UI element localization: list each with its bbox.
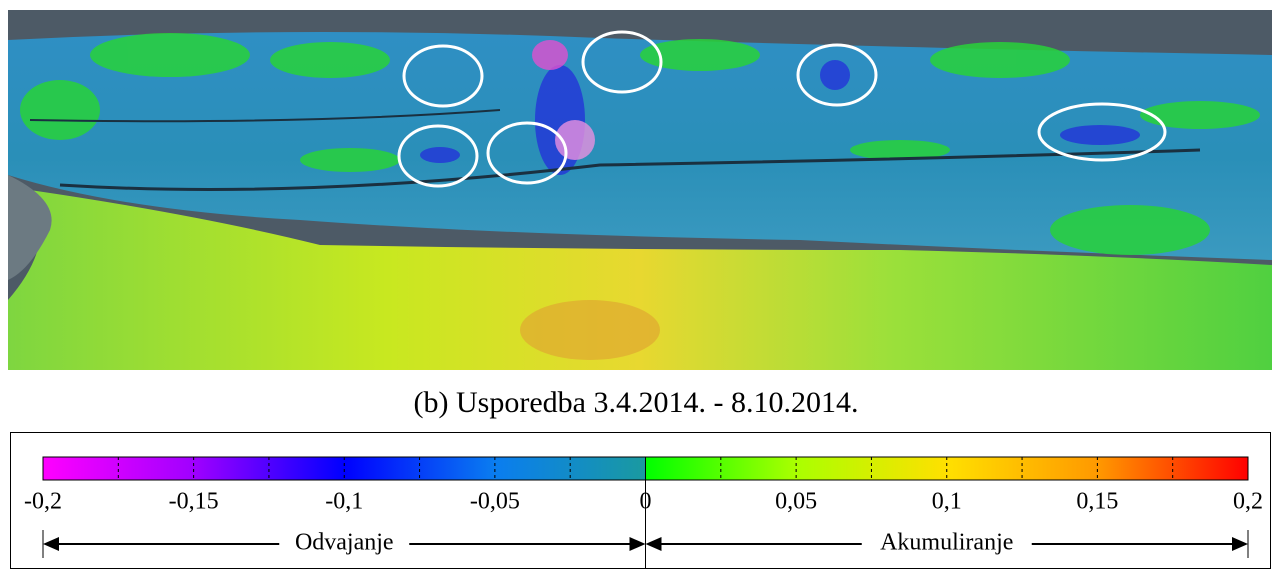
caption: (b) Usporedba 3.4.2014. - 8.10.2014.: [414, 386, 859, 419]
arrow-head: [645, 537, 662, 551]
tick-label: -0,15: [169, 489, 219, 515]
tick-label: 0,2: [1233, 489, 1263, 515]
tick-label: 0,15: [1076, 489, 1118, 515]
tick-label: 0,1: [932, 489, 962, 515]
tick-label: -0,05: [470, 489, 520, 515]
range-label: Odvajanje: [295, 530, 394, 556]
tick-label: -0,2: [24, 489, 62, 515]
tick-label: 0,05: [775, 489, 817, 515]
range-label: Akumuliranje: [880, 530, 1013, 556]
arrow-head: [43, 537, 59, 551]
tick-label: -0,1: [325, 489, 363, 515]
colorbar-annotations: -0,2 -0,15 -0,1 -0,05 0 0,05 0,1 0,15 0,2Odvajan…: [24, 457, 1263, 568]
arrow-head: [629, 537, 646, 551]
point-cloud-image: [8, 10, 1272, 370]
arrow-head: [1232, 537, 1248, 551]
